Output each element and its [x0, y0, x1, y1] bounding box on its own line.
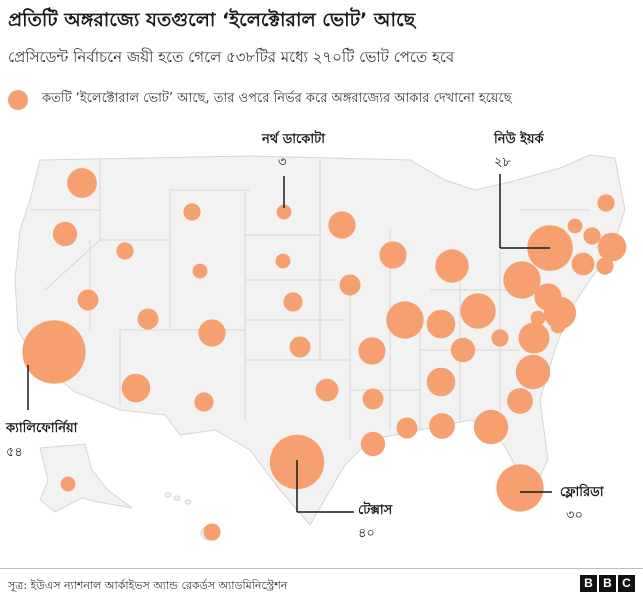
alaska	[39, 443, 133, 513]
state-bubble-ar	[362, 388, 384, 410]
state-bubble-mn	[328, 211, 356, 239]
page-subtitle: প্রেসিডেন্ট নির্বাচনে জয়ী হতে গেলে ৫৩৮ট…	[8, 48, 455, 66]
state-border	[100, 189, 250, 241]
state-bubble-ut	[137, 308, 159, 330]
state-bubble-hi	[203, 523, 221, 541]
state-bubble-ak	[60, 476, 76, 492]
callout-lines	[27, 174, 552, 513]
callout-new-york-value: ২৮	[494, 155, 511, 170]
state-bubble-al	[429, 413, 455, 439]
state-bubble-la	[360, 431, 386, 457]
footer-divider	[0, 568, 643, 569]
state-bubble-sc	[507, 388, 533, 414]
state-bubble-mi	[435, 249, 469, 283]
state-bubble-nc	[515, 354, 551, 390]
bbc-logo-letter: C	[618, 575, 635, 592]
bubble-layer	[22, 168, 627, 541]
state-bubble-ne	[283, 292, 303, 312]
state-borders	[30, 158, 590, 440]
callout-texas-name: টেক্সাস	[358, 501, 394, 518]
bbc-logo: B B C	[580, 575, 635, 592]
state-bubble-tn	[426, 367, 456, 397]
state-bubble-me	[597, 194, 615, 212]
legend-bubble	[8, 90, 28, 110]
state-bubble-nj	[543, 296, 577, 330]
source-note: সূত্র: ইউএস ন্যাশনাল আর্কাইভস অ্যান্ড রে…	[8, 579, 288, 592]
state-bubble-ri	[596, 257, 614, 275]
state-bubble-ga	[473, 409, 509, 445]
state-bubble-in	[426, 309, 456, 339]
state-bubble-ca	[22, 320, 86, 384]
state-bubble-ks	[289, 336, 311, 358]
state-bubble-id	[116, 242, 134, 260]
state-bubble-az	[121, 373, 151, 403]
state-bubble-ma	[597, 232, 627, 262]
state-bubble-va	[518, 322, 550, 354]
state-bubble-mo	[358, 337, 386, 365]
state-bubble-co	[198, 319, 226, 347]
state-bubble-ms	[396, 417, 418, 439]
state-bubble-wa	[67, 168, 97, 198]
bbc-logo-letter: B	[599, 575, 616, 592]
callout-texas-value: ৪০	[358, 526, 375, 541]
state-bubble-wi	[379, 241, 407, 269]
page-title: প্রতিটি অঙ্গরাজ্যে যতগুলো ‘ইলেক্টোরাল ভো…	[8, 9, 416, 31]
state-bubble-nv	[77, 289, 99, 311]
legend-text: কতটি ‘ইলেক্টোরাল ভোট’ আছে, তার ওপরে নির্…	[42, 91, 512, 106]
state-bubble-ia	[339, 274, 361, 296]
callout-florida-value: ৩০	[566, 508, 583, 523]
state-bubble-pa	[503, 261, 541, 299]
callout-north-dakota-value: ৩	[278, 155, 286, 170]
state-bubble-or	[52, 221, 78, 247]
state-bubble-vt	[567, 218, 583, 234]
state-bubble-oh	[460, 293, 496, 329]
state-bubble-nm	[194, 392, 214, 412]
state-bubble-ok	[315, 378, 339, 402]
callout-florida-name: ফ্লোরিডা	[560, 483, 605, 500]
state-bubble-nh	[583, 227, 601, 245]
state-bubble-ky	[450, 337, 476, 363]
state-bubble-wy	[192, 263, 208, 279]
state-bubble-il	[386, 301, 424, 339]
us-map: নর্থ ডাকোটা ৩ নিউ ইয়র্ক ২৮ ক্যালিফোর্নি…	[5, 130, 627, 541]
state-bubble-sd	[275, 253, 291, 269]
callout-new-york-name: নিউ ইয়র্ক	[493, 130, 545, 147]
state-bubble-fl	[496, 464, 544, 512]
callout-north-dakota-name: নর্থ ডাকোটা	[261, 130, 326, 147]
state-bubble-ct	[571, 252, 595, 276]
state-bubble-dc	[530, 310, 546, 326]
state-bubble-mt	[183, 203, 201, 221]
state-border	[119, 240, 171, 405]
callout-california-name: ক্যালিফোর্নিয়া	[5, 419, 79, 436]
callout-labels: নর্থ ডাকোটা ৩ নিউ ইয়র্ক ২৮ ক্যালিফোর্নি…	[5, 130, 605, 541]
callout-california-value: ৫৪	[6, 445, 23, 460]
state-bubble-wv	[491, 329, 509, 347]
bbc-logo-letter: B	[580, 575, 597, 592]
state-bubble-nd	[276, 204, 292, 220]
